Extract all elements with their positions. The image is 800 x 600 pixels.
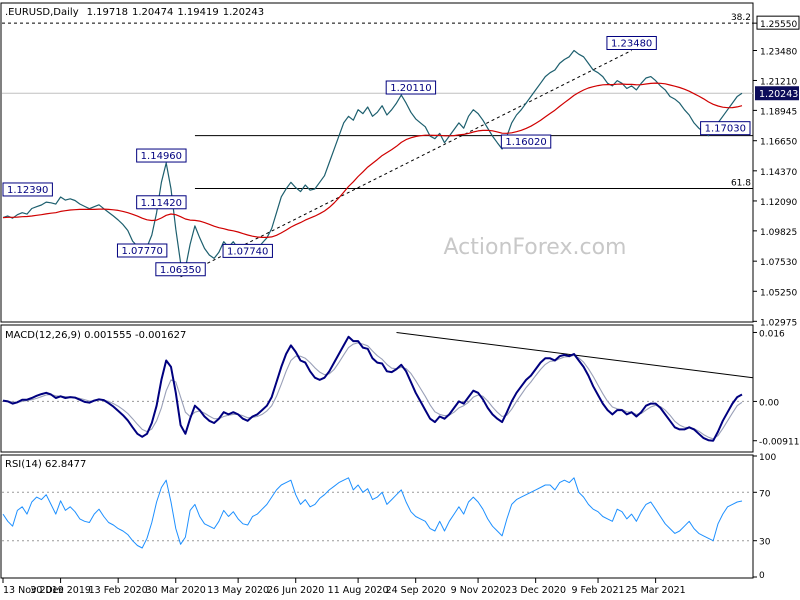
x-tick-label: 24 Sep 2020: [386, 585, 446, 596]
price-label: 1.11420: [141, 198, 182, 209]
macd-y-tick-label: 0.016: [759, 329, 785, 339]
x-tick-label: 11 Aug 2020: [328, 585, 389, 596]
rsi-axis: 100 70 30 0: [753, 453, 776, 581]
price-label-box: [155, 262, 206, 277]
price-label: 1.14960: [141, 151, 182, 162]
price-panel-frame: [0, 2, 754, 323]
x-tick-label: 13 Nov 2019: [3, 585, 64, 596]
y-tick-label: 1.25550: [760, 20, 797, 30]
price-label: 1.16020: [505, 137, 546, 148]
rsi-panel-frame: [0, 454, 754, 579]
y-tick-label: 1.21210: [760, 77, 797, 87]
price-label-box: [222, 243, 273, 258]
price-label-box: [606, 35, 657, 50]
rsi-y-tick-label: 100: [759, 453, 776, 463]
moving-average-line: [2, 82, 743, 238]
y-tick-label: 1.05250: [760, 288, 797, 298]
x-tick-label: 30 Dec 2019: [30, 585, 91, 596]
rsi-y-tick-label: 70: [759, 489, 771, 499]
x-tick-label: 9 Nov 2020: [451, 585, 506, 596]
price-axis: 1.25550 1.23480 1.21210 1.18945 1.16650 1.143…: [753, 15, 800, 328]
x-tick-label: 9 Feb 2021: [571, 585, 624, 596]
y-tick-label: 1.09825: [760, 228, 797, 238]
x-tick-label: 13 May 2020: [207, 585, 269, 596]
x-tick-label: 30 Mar 2020: [146, 585, 206, 596]
y-tick-label: 1.18945: [760, 107, 797, 117]
macd-y-tick-label: -0.009116: [759, 438, 800, 448]
price-label-box: [385, 80, 437, 95]
price-annotations: 1.12390 1.14960 1.11420 1.07770 1.06350 1.077…: [2, 35, 751, 277]
price-label-box: [700, 121, 751, 136]
price-label-box: [116, 243, 168, 258]
y-tick-label: 1.07530: [760, 258, 797, 268]
rsi-series: [2, 477, 743, 549]
price-trendlines: [180, 50, 632, 278]
price-trendline: [180, 50, 632, 278]
x-tick-label: 23 Dec 2020: [505, 585, 566, 596]
macd-y-tick-label: 0.00: [759, 398, 779, 408]
watermark: ActionForex.com: [444, 235, 627, 260]
y-tick-label: 1.14370: [760, 168, 797, 178]
price-label: 1.07770: [121, 246, 162, 257]
price-label: 1.06350: [160, 265, 201, 276]
y-tick-label: 1.23480: [760, 47, 797, 57]
price-label-box: [2, 182, 53, 197]
rsi-y-tick-label: 0: [759, 571, 765, 581]
price-label: 1.20110: [390, 83, 431, 94]
x-tick-label: 25 Mar 2021: [626, 585, 686, 596]
price-label-box: [500, 134, 552, 149]
fib-level-label: 38.2: [731, 13, 751, 23]
price-label: 1.17030: [705, 124, 746, 135]
rsi-line: [2, 477, 743, 549]
price-label: 1.23480: [611, 38, 652, 49]
price-label: 1.12390: [7, 185, 48, 196]
rsi-y-tick-label: 30: [759, 538, 771, 548]
fib-level-label: 61.8: [731, 179, 751, 189]
price-line: [2, 49, 743, 269]
macd-line: [2, 335, 743, 442]
y-tick-label: 1.16650: [760, 138, 797, 148]
x-tick-label: 13 Feb 2020: [89, 585, 148, 596]
price-title: .EURUSD,Daily 1.19718 1.20474 1.19419 1.2024…: [5, 7, 264, 18]
rsi-levels: [2, 491, 753, 542]
last-price-box: [755, 86, 799, 101]
y-tick-box: [756, 15, 800, 30]
last-price-label: 1.20243: [759, 89, 798, 100]
macd-series: [2, 335, 743, 442]
macd-signal-line: [2, 342, 743, 440]
price-series: [2, 49, 743, 269]
y-tick-label: 1.12090: [760, 198, 797, 208]
macd-title: MACD(12,26,9) 0.001555 -0.001627: [5, 330, 186, 341]
price-label-box: [136, 195, 187, 210]
x-tick-label: 26 Jun 2020: [267, 585, 324, 596]
rsi-title: RSI(14) 62.8477: [5, 459, 86, 470]
y-tick-label: 1.02975: [760, 318, 797, 328]
macd-axis: 0.016 0.00 -0.009116: [753, 329, 800, 448]
price-label: 1.07740: [227, 246, 268, 257]
macd-panel-frame: [0, 324, 754, 453]
price-label-box: [136, 148, 187, 163]
